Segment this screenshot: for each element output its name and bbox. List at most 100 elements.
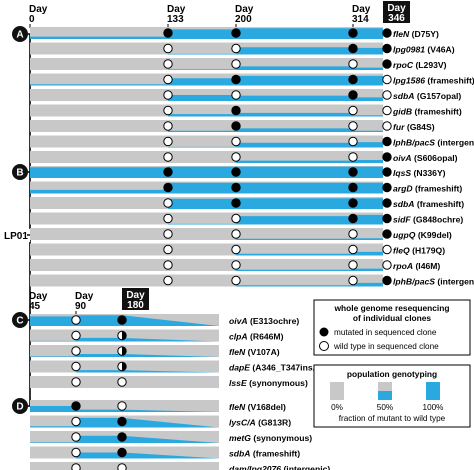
panel-marker-C [12,312,28,328]
mutation-change: (K99del) [415,230,451,240]
gene-label-c-3: dapE (A346_T347insA) [229,363,322,373]
clone-marker-wt-a-7-1 [231,136,241,147]
clone-marker-wt-c-0-0 [71,315,81,325]
mutant-fraction-b-4 [30,238,383,240]
mutation-change: (V107A) [245,347,280,357]
clone-marker-mut-a-3-1 [231,74,241,85]
mutant-fraction-a-7 [30,142,383,148]
clone-marker-mut-c-0-1 [117,315,127,325]
origin-label: LP01 [4,231,28,242]
row-bar-bg-b-6 [30,259,383,271]
clone-marker-wt-d-3-0 [71,447,81,458]
clone-marker-mut-b-1-2 [348,182,358,193]
day-value-346: 346 [388,13,405,24]
clone-marker-mut-a-0-3 [382,28,392,38]
gene-label-a-7: lphB/pacS (intergenic) [393,138,474,148]
clone-marker-mut-b-0-0 [163,167,173,177]
mutant-fraction-b-3 [30,214,383,225]
panel-marker-A [12,26,28,42]
legend-wgs-box [313,299,471,356]
gene-label-a-5: gidB (frameshift) [392,107,462,117]
gene-name: sdbA [393,91,414,101]
clone-marker-mut-a-0-0 [163,28,173,38]
mutation-change: (R646M) [248,332,284,342]
clone-marker-wt-a-4-1 [231,90,241,100]
mutant-fraction-b-2 [30,198,383,209]
clone-marker-wt-b-5-1 [231,244,241,255]
day-label: Day [387,3,406,14]
clone-marker-wt-b-6-3 [382,260,392,270]
clone-marker-wt-b-7-0 [163,275,173,286]
clone-marker-wt-b-5-3 [382,244,392,255]
mutation-change: (frameshift) [250,449,300,459]
mutation-change: (D75Y) [409,29,439,39]
legend-level-1: 50% [377,403,393,412]
day-label: Day [352,4,371,15]
legend-swatch-fill-1 [378,391,392,400]
clone-marker-wt-a-8-0 [163,152,173,162]
clone-marker-mut-a-6-1 [231,121,241,131]
mutation-change: (A346_T347insA) [250,363,322,373]
mutation-change: (intergenic) [281,464,330,470]
gene-label-a-2: rpoC (L293V) [393,60,447,70]
clone-marker-wt-a-5-3 [382,105,392,116]
clone-marker-wt-d-0-1 [117,401,127,411]
mutation-change: (G157opal) [414,91,461,101]
gene-name: fleQ [393,246,410,256]
gene-label-a-6: fur (G84S) [393,122,435,132]
gene-name: fur [393,122,405,132]
mutant-fraction-a-1 [30,47,383,55]
clone-marker-wt-a-7-2 [348,136,358,147]
clone-marker-mut-a-0-2 [348,28,358,38]
mutation-change: (L293V) [413,60,447,70]
mutant-fraction-a-8 [30,160,383,163]
gene-label-b-7: lphB/pacS (intergenic) [393,277,474,287]
clone-marker-wt-a-5-0 [163,105,173,116]
clone-marker-wt-a-3-3 [382,74,392,85]
mutation-change: (G848ochre) [411,215,464,225]
mutant-fraction-b-1 [30,182,383,194]
gene-name: rpoC [393,60,414,70]
gene-name: sdbA [393,199,414,209]
gene-label-b-3: sidF (G848ochre) [393,215,463,225]
clone-marker-wt-a-5-2 [348,105,358,116]
clone-marker-wt-b-7-2 [348,275,358,286]
gene-name: sidF [393,215,411,225]
clone-marker-wt-d-2-0 [71,432,81,442]
legend-mutated-label: mutated in sequenced clone [334,328,437,337]
day-value-200: 200 [235,14,252,25]
gene-label-a-1: lpg0981 (V46A) [393,45,455,55]
mutant-fraction-b-6 [30,268,383,271]
mutant-fraction-b-0 [30,166,383,178]
legend-wildtype-icon [319,341,329,351]
clone-marker-wt-a-6-3 [382,121,392,131]
gene-name: sdbA [229,449,250,459]
gene-label-c-1: clpA (R646M) [229,332,284,342]
legend-swatch-fill-2 [426,382,440,400]
mutant-fraction-a-5 [30,112,383,117]
clone-marker-wt-b-7-1 [231,275,241,286]
legend-pop-title: population genotyping [347,369,437,379]
clone-marker-wt-b-6-2 [348,260,358,270]
panel-marker-D [12,398,28,414]
gene-name: rpoA [393,261,413,271]
clone-marker-wt-c-2-0 [71,346,81,356]
gene-name: lpg1586 [393,76,425,86]
gene-name: ugpQ [393,230,416,240]
gene-name: argD [393,184,413,194]
clone-marker-mut-b-2-2 [348,198,358,208]
clone-marker-wt-b-6-1 [231,260,241,270]
clone-marker-mut-b-3-2 [348,213,358,224]
clone-marker-mut-b-3-3 [382,213,392,224]
mutation-change: (I46M) [413,261,440,271]
day-label: Day [167,4,186,15]
clone-marker-mut-d-0-0 [71,401,81,411]
mutation-change: (frameshift) [413,184,463,194]
clone-marker-mut-a-4-2 [348,90,358,100]
gene-name: lssE [229,378,247,388]
clone-marker-mut-a-3-2 [348,74,358,85]
mutant-fraction-a-4 [30,95,383,101]
gene-name: lpg0981 [393,45,425,55]
clone-marker-wt-a-4-0 [163,90,173,100]
mutant-fraction-b-5 [30,251,383,256]
